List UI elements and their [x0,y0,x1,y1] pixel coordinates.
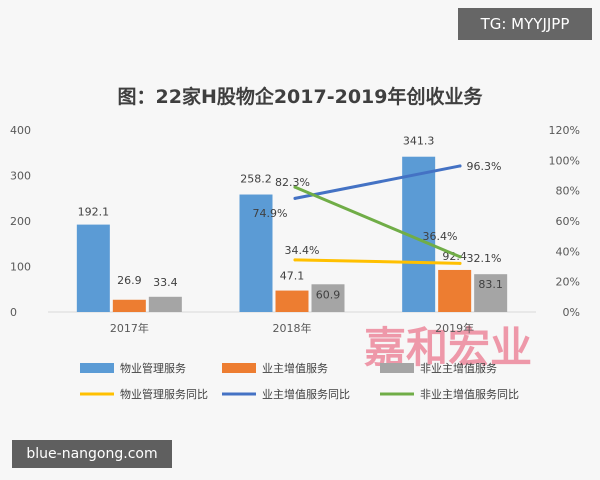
legend-label: 非业主增值服务同比 [420,387,519,401]
y-tick-label: 400 [10,124,31,137]
bar-value-label: 26.9 [117,274,142,287]
series-point-2 [458,164,462,168]
y2-tick-label: 40% [556,245,580,258]
bar-1 [239,194,273,312]
series-line-1 [293,258,462,265]
legend-label: 非业主增值服务 [420,361,497,375]
x-tick-label: 2018年 [273,321,312,335]
bar-3 [148,296,182,312]
x-tick-label: 2019年 [435,321,474,335]
legend-swatch [222,363,256,373]
y-tick-label: 0 [10,306,17,319]
line-value-label: 36.4% [423,230,458,243]
line-value-label: 96.3% [467,160,502,173]
bar-1 [76,224,110,312]
bar-3 [474,274,508,312]
bar-value-label: 47.1 [280,270,305,283]
y2-tick-label: 120% [549,124,580,137]
y2-tick-label: 0% [563,306,580,319]
legend-swatch [380,363,414,373]
line-value-label: 82.3% [275,176,310,189]
bar-2 [112,299,146,312]
bar-2 [275,290,309,312]
series-point-3 [293,185,297,189]
legend-swatch [80,363,114,373]
series-line-3 [293,185,462,259]
series-point-1 [293,258,297,262]
chart-title: 图：22家H股物企2017-2019年创收业务 [117,86,483,108]
y2-tick-label: 100% [549,154,580,167]
bar-2 [438,269,472,312]
line-value-label: 74.9% [253,207,288,220]
bar-3 [311,284,345,312]
legend-label: 物业管理服务 [120,361,186,375]
series-line-2 [293,164,462,200]
y-tick-label: 100 [10,261,31,274]
tg-badge: TG: MYYJJPP [458,8,592,40]
bar-value-label: 33.4 [153,276,178,289]
y-tick-label: 300 [10,170,31,183]
legend-label: 业主增值服务 [262,361,328,375]
series-point-2 [293,196,297,200]
line-value-label: 34.4% [285,244,320,257]
y2-tick-label: 80% [556,185,580,198]
y2-tick-label: 20% [556,276,580,289]
bar-value-label: 83.1 [478,278,503,291]
line-value-label: 32.1% [467,252,502,265]
legend-label: 物业管理服务同比 [120,387,208,401]
series-point-3 [458,255,462,259]
bar-value-label: 341.3 [403,135,435,148]
x-tick-label: 2017年 [110,321,149,335]
series-point-1 [458,261,462,265]
bar-value-label: 60.9 [316,288,341,301]
bar-value-label: 258.2 [240,173,272,186]
y-tick-label: 200 [10,215,31,228]
legend-label: 业主增值服务同比 [262,387,350,401]
site-badge: blue-nangong.com [12,440,172,468]
bar-value-label: 192.1 [78,206,110,219]
y2-tick-label: 60% [556,215,580,228]
